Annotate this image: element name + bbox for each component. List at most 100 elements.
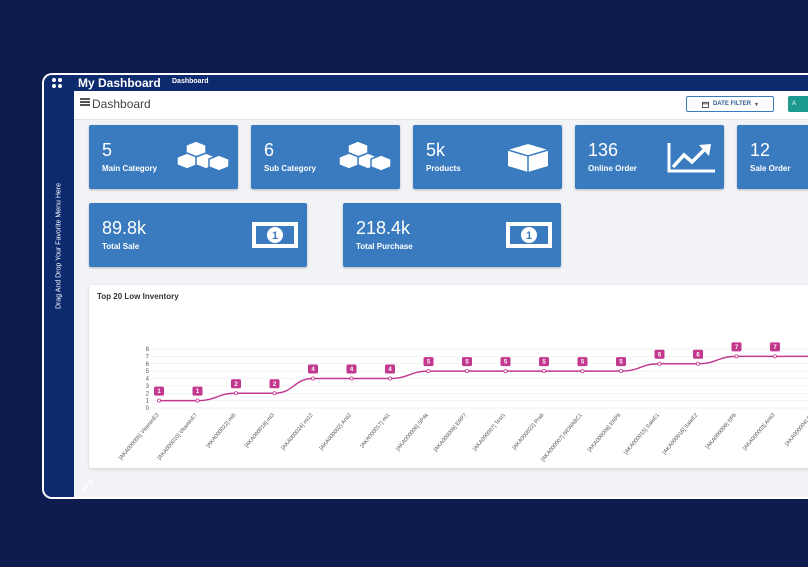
chart-title: Top 20 Low Inventory [97, 292, 179, 301]
card-value: 12 [750, 140, 771, 160]
data-point [349, 376, 354, 381]
data-label: 5 [619, 360, 623, 366]
x-tick-label: [AKA000005] VitaminE3 [118, 412, 160, 461]
y-tick-label: 5 [146, 369, 150, 375]
data-label: 7 [773, 345, 777, 351]
data-label: 5 [427, 360, 431, 366]
sidebar[interactable]: Drag And Drop Your Favorite Menu Here [44, 91, 74, 497]
series-line [158, 355, 808, 402]
data-label: 6 [658, 352, 662, 358]
data-point [464, 369, 469, 374]
data-label-bg [154, 386, 164, 396]
action-button[interactable]: A [788, 96, 808, 112]
data-label-bg [231, 379, 241, 389]
data-label: 2 [234, 382, 238, 388]
action-button-label: A [792, 101, 797, 107]
top-bar: My Dashboard Dashboard [44, 75, 808, 91]
card-value: 5k [426, 140, 446, 160]
data-label-bg [500, 357, 511, 367]
box-icon [507, 144, 549, 172]
card-value: 5 [102, 140, 113, 160]
sub-category-card[interactable]: 6 Sub Category [251, 125, 400, 189]
date-filter-button[interactable]: DATE FILTER ▾ [686, 96, 774, 112]
trend-up-icon [667, 143, 715, 173]
total-sale-card[interactable]: 89.8k Total Sale 1 [89, 203, 307, 267]
x-tick-label: [AKA000018] mi3 [244, 412, 276, 449]
y-tick-label: 2 [146, 391, 150, 397]
data-label-bg [423, 357, 434, 367]
apps-grid-icon[interactable] [52, 78, 64, 88]
card-value: 218.4k [356, 218, 411, 238]
breadcrumb[interactable]: Dashboard [172, 78, 209, 85]
data-label: 5 [581, 360, 585, 366]
sale-order-card[interactable]: 12 Sale Order [737, 125, 808, 189]
products-card[interactable]: 5k Products [413, 125, 562, 189]
data-label-bg [770, 342, 780, 352]
card-label: Sub Category [264, 164, 317, 173]
card-value: 89.8k [102, 218, 147, 238]
data-label: 4 [350, 367, 354, 373]
money-icon: 1 [252, 222, 298, 248]
data-point [696, 361, 701, 366]
data-label-bg [192, 386, 203, 396]
card-label: Main Category [102, 164, 158, 173]
page-title: Dashboard [92, 97, 151, 111]
data-point [773, 354, 778, 359]
x-tick-label: [AKA000024] mi12 [280, 412, 314, 451]
data-label-bg [539, 357, 549, 367]
card-label: Total Sale [102, 242, 140, 251]
chevron-down-icon: ▾ [755, 101, 759, 108]
x-tick-label: [AKA000017] mi1 [359, 412, 391, 449]
data-point [541, 369, 546, 374]
y-tick-label: 1 [146, 399, 150, 405]
data-label-bg [577, 357, 588, 367]
y-tick-label: 4 [146, 377, 150, 383]
data-label-bg [654, 349, 665, 359]
data-label: 1 [157, 389, 161, 395]
online-order-card[interactable]: 136 Online Order [575, 125, 724, 189]
total-purchase-card[interactable]: 218.4k Total Purchase 1 [343, 203, 561, 267]
expand-icon[interactable] [80, 479, 94, 493]
y-tick-label: 6 [146, 362, 150, 368]
data-label-bg [308, 364, 318, 374]
app-title: My Dashboard [78, 76, 161, 90]
x-tick-label: [AKA000007] Test1 [472, 412, 507, 452]
y-tick-label: 8 [146, 347, 150, 353]
data-label: 5 [465, 360, 469, 366]
data-point [503, 369, 508, 374]
svg-text:1: 1 [272, 230, 278, 242]
main-content: Dashboard DATE FILTER ▾ A 5 Main Categor… [74, 91, 808, 497]
x-tick-label: [AKA000016] SaleE2 [662, 412, 700, 455]
card-label: Products [426, 164, 461, 173]
calendar-icon [701, 101, 709, 108]
card-value: 136 [588, 140, 619, 160]
x-tick-label: [AKA000003] Anti3 [742, 412, 776, 451]
x-tick-label: [AKA000008] ERP6 [587, 412, 623, 453]
data-point [195, 398, 200, 403]
x-tick-label: [AKA000006] SP4k [395, 412, 430, 452]
boxes-icon [177, 140, 230, 172]
data-label-bg [385, 364, 395, 374]
x-tick-label: [AKA000022] mi5 [205, 412, 237, 449]
data-label: 4 [388, 367, 392, 373]
data-point [387, 376, 392, 381]
menu-icon[interactable] [80, 98, 90, 106]
page-header: Dashboard DATE FILTER ▾ A [74, 91, 808, 120]
y-tick-label: 7 [146, 354, 150, 360]
data-point [580, 369, 585, 374]
card-label: Total Purchase [356, 242, 413, 251]
x-tick-label: [AKA000010] VitaminE7 [157, 412, 199, 461]
data-point [272, 391, 277, 396]
x-tick-label: [AKA000015] SaleE1 [623, 412, 661, 455]
main-category-card[interactable]: 5 Main Category [89, 125, 238, 189]
low-inventory-chart-panel: Top 20 Low Inventory 0 1 2 3 4 5 6 7 8 1 [AKA00000… [89, 285, 808, 468]
x-tick-label: [AKA000006] SP6 [705, 412, 738, 450]
card-label: Sale Order [750, 164, 791, 173]
data-point [157, 398, 162, 403]
x-tick-label: [AKA000002] Anti2 [319, 412, 353, 451]
card-label: Online Order [588, 164, 637, 173]
y-tick-label: 3 [146, 384, 150, 390]
data-label-bg [693, 349, 703, 359]
data-label-bg [462, 357, 472, 367]
